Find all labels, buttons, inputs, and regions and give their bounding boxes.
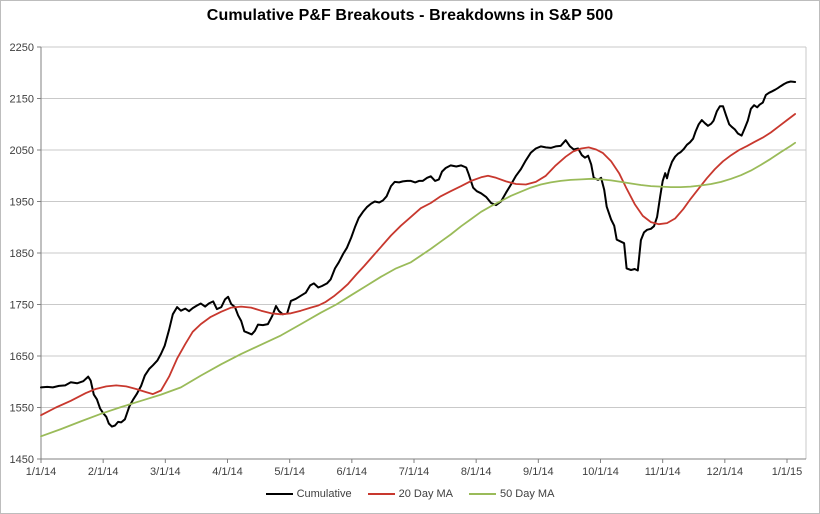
- x-tick-label-11/1/14: 11/1/14: [645, 466, 681, 478]
- legend-item-50day-ma: 50 Day MA: [469, 488, 554, 500]
- y-tick-label-2150: 2150: [10, 94, 34, 106]
- x-tick-label-9/1/14: 9/1/14: [523, 466, 554, 478]
- y-tick-label-2250: 2250: [10, 42, 34, 54]
- y-tick-label-1950: 1950: [10, 197, 34, 209]
- y-tick-label-1650: 1650: [10, 351, 34, 363]
- y-tick-label-2050: 2050: [10, 145, 34, 157]
- series-line-cumulative: [40, 80, 797, 428]
- x-tick-label-6/1/14: 6/1/14: [337, 466, 368, 478]
- legend: Cumulative 20 Day MA 50 Day MA: [1, 483, 819, 505]
- legend-label-cumulative: Cumulative: [296, 488, 352, 500]
- x-tick-label-10/1/14: 10/1/14: [582, 466, 619, 478]
- legend-label-20day-ma: 20 Day MA: [398, 488, 454, 500]
- y-tick-label-1850: 1850: [10, 248, 34, 260]
- x-tick-label-2/1/14: 2/1/14: [88, 466, 119, 478]
- legend-item-cumulative: Cumulative: [265, 488, 352, 500]
- x-tick-label-12/1/14: 12/1/14: [706, 466, 743, 478]
- x-tick-label-1/1/15: 1/1/15: [772, 466, 803, 478]
- x-tick-label-4/1/14: 4/1/14: [212, 466, 243, 478]
- ma50-line-swatch: [469, 493, 497, 495]
- x-tick-label-3/1/14: 3/1/14: [150, 466, 181, 478]
- chart-title: Cumulative P&F Breakouts - Breakdowns in…: [206, 7, 614, 24]
- y-tick-label-1450: 1450: [10, 454, 34, 466]
- y-tick-label-1750: 1750: [10, 300, 34, 312]
- x-tick-label-7/1/14: 7/1/14: [399, 466, 430, 478]
- series-line-50-day-ma: [40, 141, 796, 438]
- cumulative-line-swatch: [265, 493, 293, 495]
- x-tick-label-5/1/14: 5/1/14: [274, 466, 305, 478]
- legend-label-50day-ma: 50 Day MA: [500, 488, 555, 500]
- ma20-line-swatch: [367, 493, 395, 495]
- x-tick-label-8/1/14: 8/1/14: [461, 466, 492, 478]
- series-line-20-day-ma: [40, 113, 796, 417]
- legend-item-20day-ma: 20 Day MA: [367, 488, 454, 500]
- x-tick-label-1/1/14: 1/1/14: [26, 466, 57, 478]
- y-tick-label-1550: 1550: [10, 403, 34, 415]
